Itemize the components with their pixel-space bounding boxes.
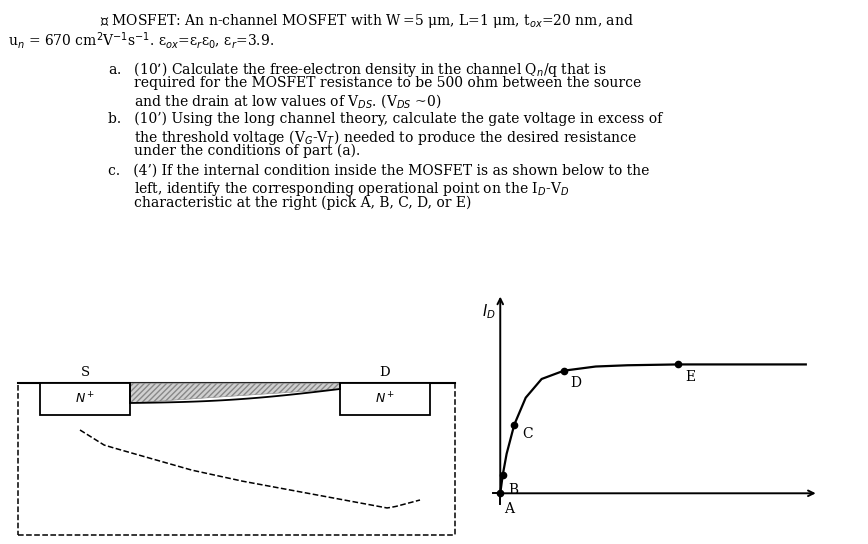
- Text: $N^+$: $N^+$: [375, 391, 395, 407]
- Text: E: E: [685, 370, 695, 384]
- Text: required for the MOSFET resistance to be 500 ohm between the source: required for the MOSFET resistance to be…: [134, 76, 641, 90]
- Text: D: D: [379, 367, 391, 380]
- Text: S: S: [81, 367, 89, 380]
- Text: C: C: [522, 427, 533, 441]
- Text: u$_n$ = 670 cm$^2$V$^{-1}$s$^{-1}$. ε$_{ox}$=ε$_r$ε$_0$, ε$_r$=3.9.: u$_n$ = 670 cm$^2$V$^{-1}$s$^{-1}$. ε$_{…: [8, 30, 274, 51]
- Text: $I_D$: $I_D$: [483, 302, 496, 321]
- Text: b.   (10’) Using the long channel theory, calculate the gate voltage in excess o: b. (10’) Using the long channel theory, …: [108, 112, 662, 126]
- Text: left, identify the corresponding operational point on the I$_D$-V$_D$: left, identify the corresponding operati…: [134, 180, 569, 198]
- Text: and the drain at low values of V$_{DS}$. (V$_{DS}$ ~0): and the drain at low values of V$_{DS}$.…: [134, 92, 442, 110]
- Bar: [340, 383, 430, 415]
- Text: the threshold voltage (V$_G$-V$_T$) needed to produce the desired resistance: the threshold voltage (V$_G$-V$_T$) need…: [134, 128, 637, 147]
- Text: B: B: [508, 484, 518, 497]
- Text: A: A: [504, 502, 514, 516]
- Text: D: D: [570, 376, 582, 390]
- Text: $N^+$: $N^+$: [75, 391, 95, 407]
- Text: a.   (10’) Calculate the free-electron density in the channel Q$_n$/q that is: a. (10’) Calculate the free-electron den…: [108, 60, 607, 79]
- Text: characteristic at the right (pick A, B, C, D, or E): characteristic at the right (pick A, B, …: [134, 196, 471, 211]
- Text: c.   (4’) If the internal condition inside the MOSFET is as shown below to the: c. (4’) If the internal condition inside…: [108, 164, 649, 178]
- Polygon shape: [130, 383, 340, 403]
- Text: ❘ MOSFET: An n-channel MOSFET with W =5 μm, L=1 μm, t$_{ox}$=20 nm, and: ❘ MOSFET: An n-channel MOSFET with W =5 …: [100, 12, 634, 30]
- Text: under the conditions of part (a).: under the conditions of part (a).: [134, 144, 360, 158]
- Bar: [40, 383, 130, 415]
